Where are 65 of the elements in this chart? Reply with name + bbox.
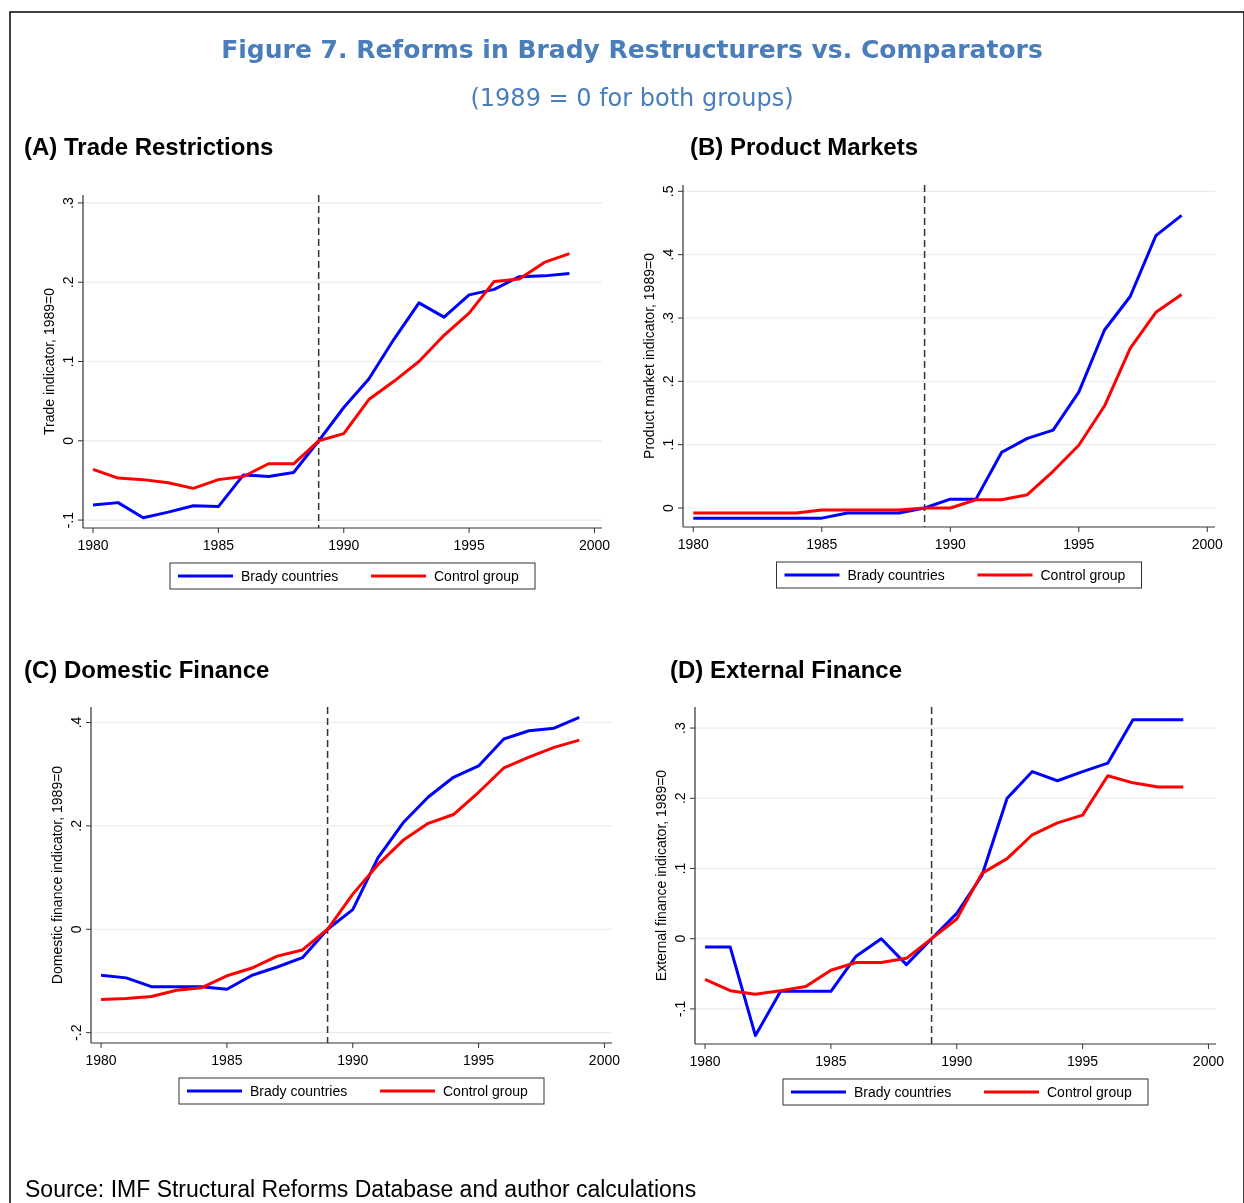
- x-tick-label: 1990: [328, 537, 360, 553]
- legend-label: Brady countries: [847, 567, 945, 583]
- legend-label: Brady countries: [241, 568, 339, 584]
- x-tick-label: 1985: [815, 1053, 847, 1069]
- y-tick-label: -.1: [60, 511, 76, 529]
- legend-label: Control group: [1047, 1084, 1133, 1100]
- chart-title: (C) Domestic Finance: [24, 656, 270, 683]
- x-tick-label: 1980: [85, 1052, 117, 1068]
- text: (1989 = 0 for both groups): [470, 84, 794, 112]
- y-tick-label: 0: [660, 503, 676, 512]
- y-tick-label: .1: [660, 438, 676, 451]
- x-tick-label: 1985: [202, 537, 235, 553]
- x-tick-label: 2000: [1191, 536, 1224, 552]
- y-axis-title: Product market indicator, 1989=0: [641, 252, 657, 459]
- text: Figure 7. Reforms in Brady Restructurers vs. Comparators: [221, 35, 1043, 64]
- chart-title: (D) External Finance: [670, 656, 903, 683]
- y-axis-title: External finance indicator, 1989=0: [653, 769, 669, 982]
- y-tick-label: 0: [60, 436, 76, 445]
- x-tick-label: 2000: [588, 1052, 621, 1068]
- x-tick-label: 1985: [211, 1052, 243, 1068]
- y-tick-label: .2: [672, 792, 688, 805]
- y-tick-label: -.2: [68, 1024, 84, 1041]
- x-tick-label: 1980: [689, 1053, 721, 1069]
- y-tick-label: .3: [672, 722, 688, 734]
- legend-label: Brady countries: [250, 1083, 348, 1099]
- x-tick-label: 1980: [77, 537, 109, 553]
- y-tick-label: 0: [68, 925, 84, 934]
- x-tick-label: 1990: [941, 1053, 973, 1069]
- line-series: [91, 271, 571, 520]
- x-tick-label: 1990: [337, 1052, 369, 1068]
- y-tick-label: .2: [60, 276, 76, 289]
- x-tick-label: 1995: [463, 1052, 495, 1068]
- x-tick-label: 1995: [1063, 536, 1095, 552]
- y-axis-title: Trade indicator, 1989=0: [41, 287, 57, 435]
- y-tick-label: .3: [660, 311, 676, 324]
- x-tick-label: 1995: [453, 537, 485, 553]
- legend-label: Control group: [443, 1083, 529, 1099]
- y-tick-label: .2: [660, 375, 676, 388]
- y-tick-label: .4: [660, 248, 676, 261]
- y-tick-label: .2: [68, 819, 84, 832]
- y-tick-label: .1: [60, 355, 76, 368]
- x-tick-label: 2000: [578, 537, 611, 553]
- chart-title: (B) Product Markets: [690, 133, 919, 160]
- legend-label: Control group: [434, 568, 520, 584]
- line-series: [703, 774, 1185, 996]
- line-series: [91, 252, 571, 490]
- line-series: [691, 213, 1184, 520]
- line-series: [691, 293, 1184, 515]
- line-series: [703, 718, 1185, 1038]
- y-tick-label: -.1: [672, 1000, 688, 1018]
- x-tick-label: 1995: [1067, 1053, 1099, 1069]
- source-note: Source: IMF Structural Reforms Database and author calculations: [25, 1176, 697, 1202]
- y-tick-label: .4: [68, 716, 84, 729]
- legend-label: Brady countries: [854, 1084, 952, 1100]
- y-tick-label: 0: [672, 934, 688, 943]
- x-tick-label: 1985: [806, 536, 838, 552]
- y-tick-label: .3: [60, 196, 76, 209]
- y-axis-title: Domestic finance indicator, 1989=0: [49, 765, 65, 985]
- y-tick-label: .1: [672, 862, 688, 875]
- x-tick-label: 1990: [934, 536, 967, 552]
- y-tick-label: .5: [660, 185, 676, 198]
- x-tick-label: 1980: [677, 536, 710, 552]
- x-tick-label: 2000: [1192, 1053, 1225, 1069]
- chart-title: (A) Trade Restrictions: [24, 133, 274, 160]
- legend-label: Control group: [1040, 567, 1126, 583]
